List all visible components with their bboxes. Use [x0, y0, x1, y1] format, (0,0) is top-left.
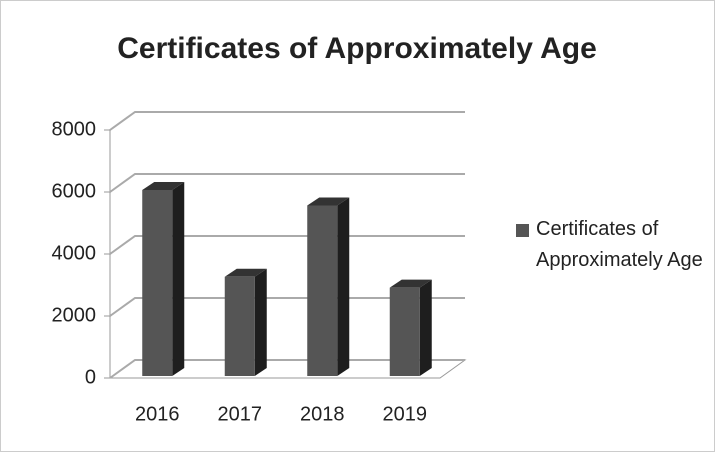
y-tick-label: 2000 — [52, 304, 97, 326]
bar-top — [307, 197, 350, 206]
y-tick-label: 0 — [85, 366, 96, 388]
bar-top — [224, 268, 267, 277]
y-tick-label: 4000 — [52, 242, 97, 264]
bar-side — [172, 182, 185, 376]
bar-side — [254, 268, 267, 376]
x-tick-label: 2019 — [383, 403, 428, 425]
grid-line — [109, 359, 465, 379]
grid-line — [109, 297, 465, 317]
legend-swatch — [516, 224, 529, 237]
x-tick-label: 2017 — [218, 403, 263, 425]
x-tick-label: 2016 — [135, 403, 180, 425]
bar — [389, 287, 420, 376]
grid-line — [109, 235, 465, 255]
bar-top — [389, 279, 432, 288]
legend-label: Certificates of Approximately Age — [536, 218, 703, 271]
y-tick-label: 8000 — [52, 118, 97, 140]
bar — [142, 190, 173, 376]
grid-line — [109, 111, 465, 131]
bar — [307, 205, 338, 376]
y-tick-label: 6000 — [52, 180, 97, 202]
bar-top — [142, 182, 185, 190]
bar-side — [419, 279, 432, 376]
x-tick-label: 2018 — [300, 403, 345, 425]
grid-line — [109, 173, 465, 193]
bar — [224, 276, 255, 376]
bar-side — [337, 197, 350, 376]
chart-title: Certificates of Approximately Age — [117, 32, 597, 65]
